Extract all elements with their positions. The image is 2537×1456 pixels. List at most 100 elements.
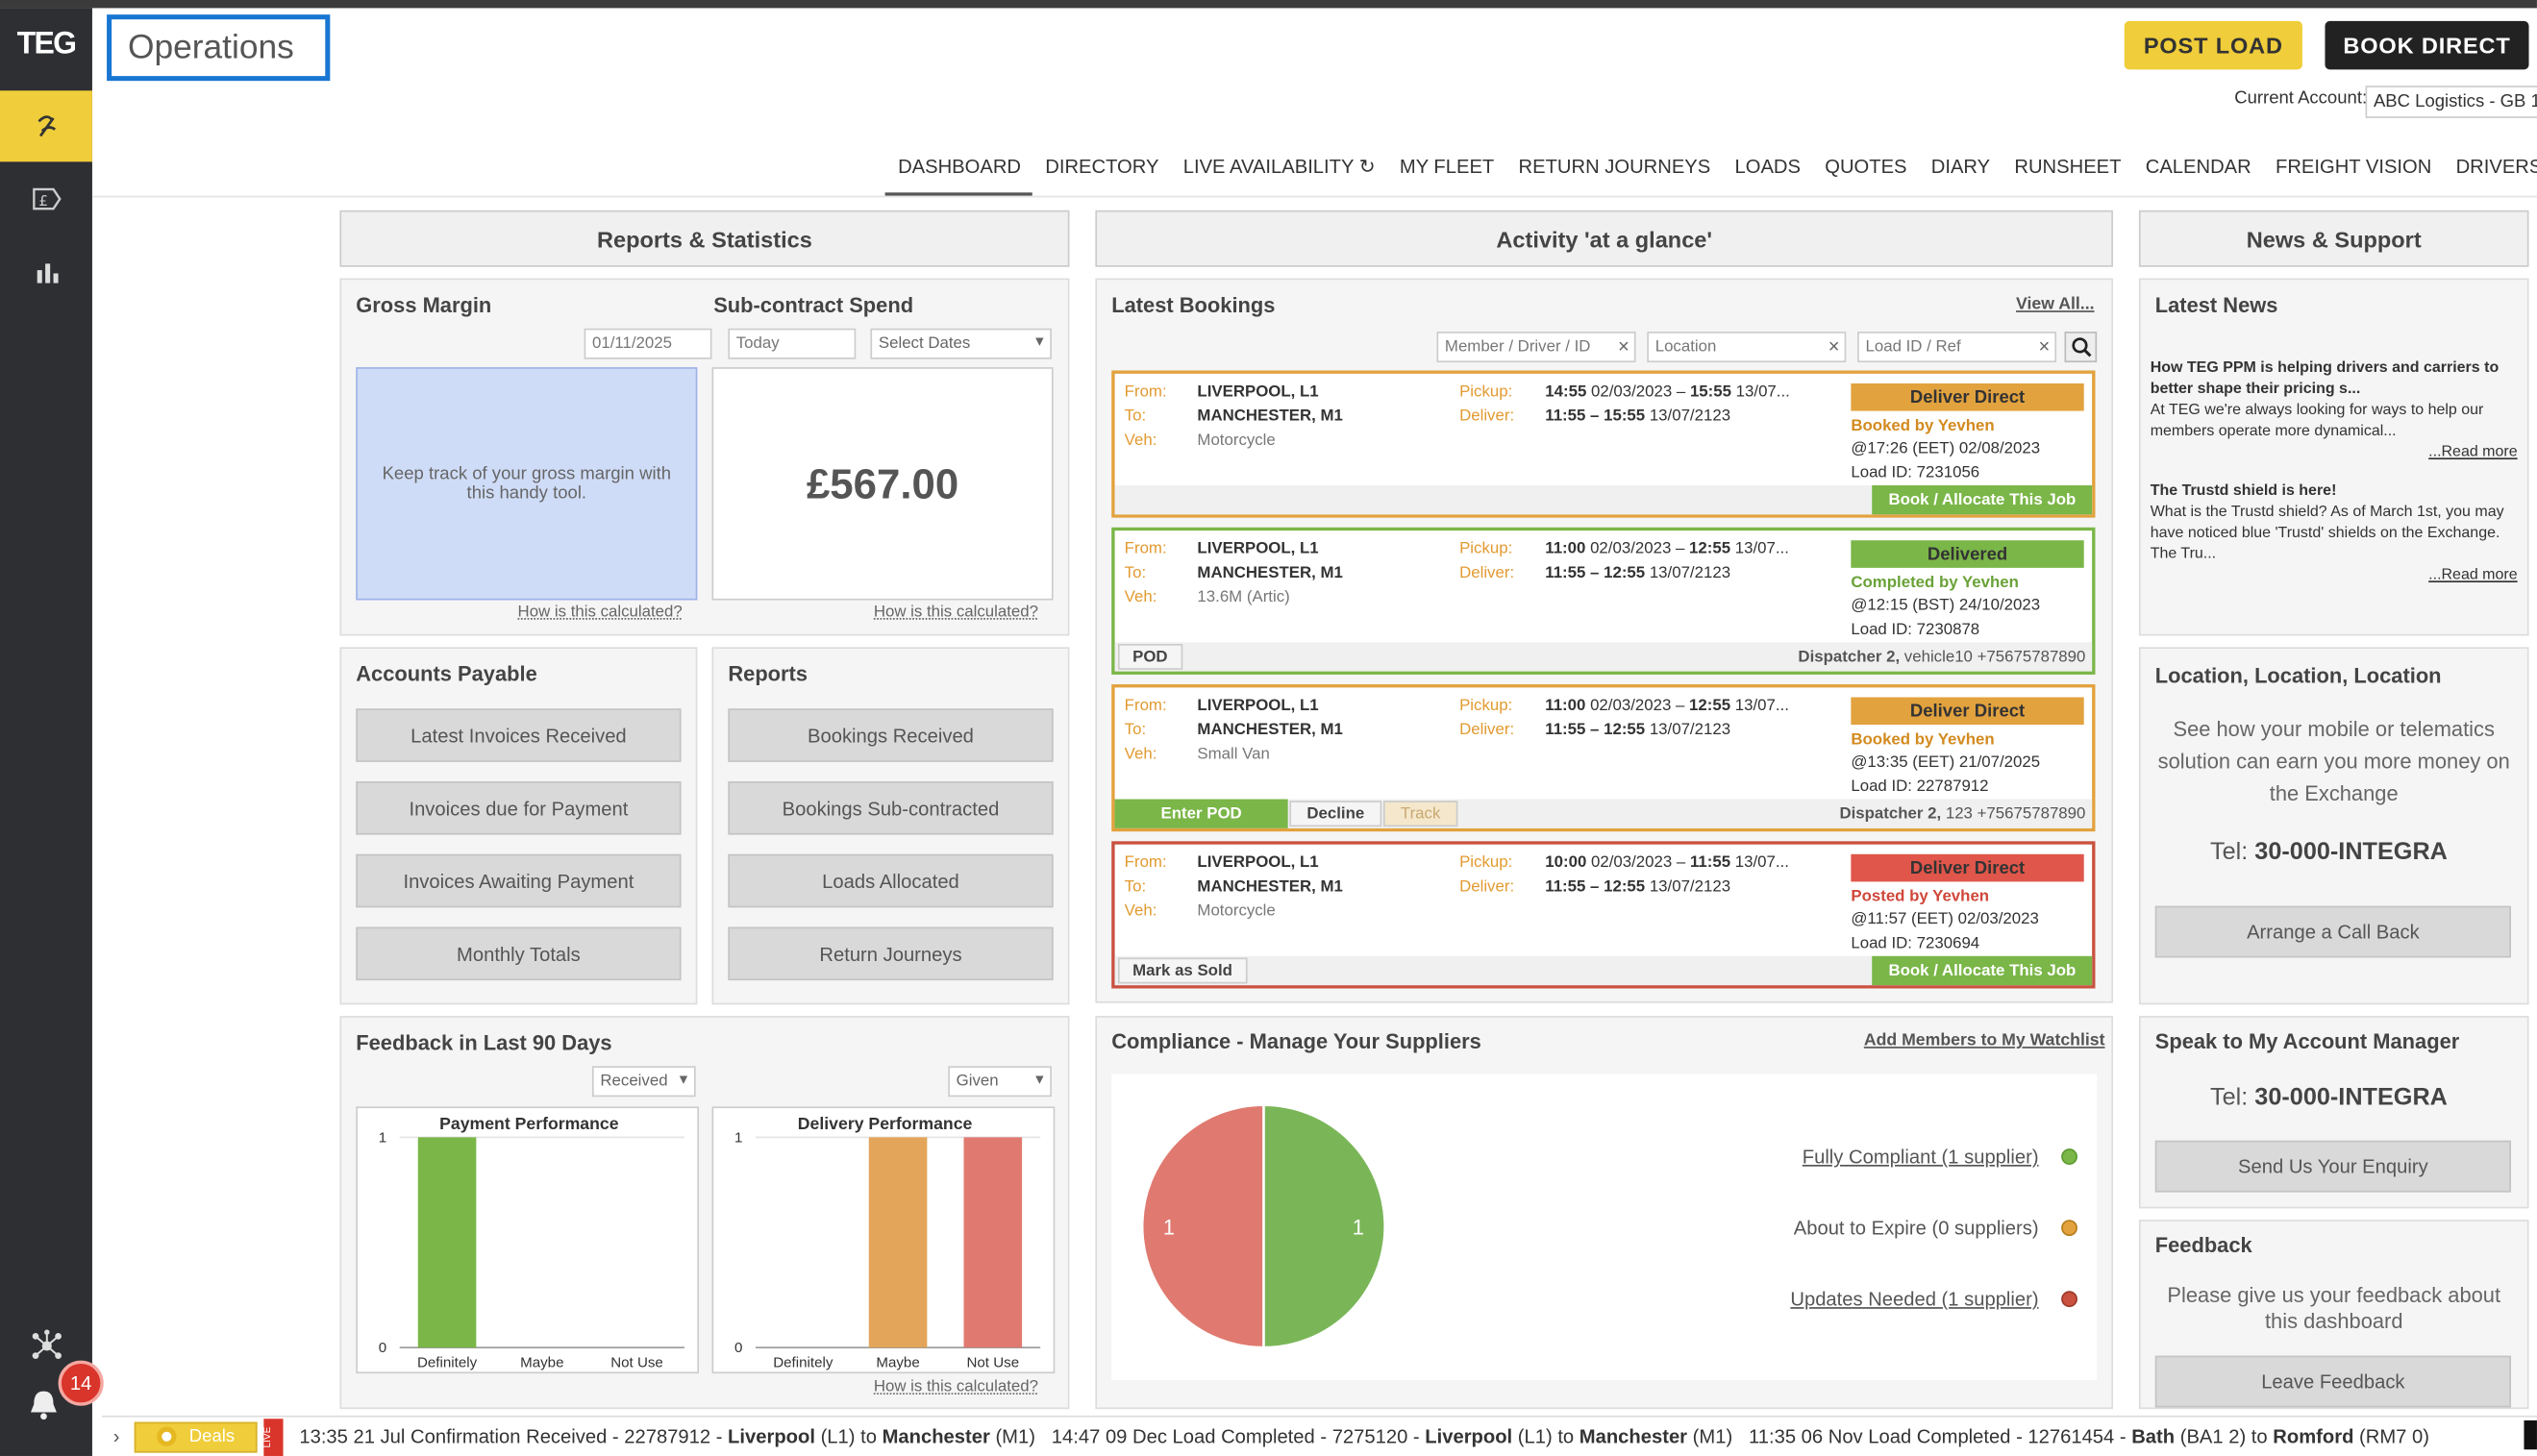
tab-return-journeys[interactable]: RETURN JOURNEYS [1518, 155, 1711, 179]
booking-time: @11:57 (EET) 02/03/2023 [1851, 910, 2039, 929]
tab-calendar[interactable]: CALENDAR [2145, 155, 2251, 179]
deliver-date: 13/07/2123 [1649, 407, 1731, 426]
tab-freight-vision[interactable]: FREIGHT VISION [2275, 155, 2432, 179]
notification-badge[interactable]: 14 [58, 1360, 104, 1406]
feedback-calc-link[interactable]: How is this calculated? [873, 1378, 1039, 1396]
load-id-filter-input[interactable]: Load ID / Ref × [1857, 332, 2057, 363]
booking-card[interactable]: From: To: Veh: LIVERPOOL, L1 MANCHESTER,… [1111, 370, 2096, 518]
to-value: MANCHESTER, M1 [1197, 564, 1343, 582]
clear-icon[interactable]: × [2038, 334, 2051, 358]
bookings-subcontracted-button[interactable]: Bookings Sub-contracted [728, 781, 1054, 835]
loads-allocated-button[interactable]: Loads Allocated [728, 853, 1054, 908]
tab-live-availability[interactable]: LIVE AVAILABILITY ↻ [1182, 155, 1376, 179]
tab-my-fleet[interactable]: MY FLEET [1399, 155, 1495, 179]
news-headline[interactable]: The Trustd shield is here! [2150, 481, 2337, 501]
latest-invoices-button[interactable]: Latest Invoices Received [356, 708, 682, 762]
clear-icon[interactable]: × [1617, 334, 1629, 358]
pickup-start: 10:00 [1545, 853, 1587, 873]
booking-card[interactable]: From: To: Veh: LIVERPOOL, L1 MANCHESTER,… [1111, 841, 2096, 989]
read-more-link[interactable]: ...Read more [2428, 566, 2518, 584]
received-dropdown[interactable]: Received ▾ [591, 1066, 696, 1098]
tel-number[interactable]: 30-000-INTEGRA [2254, 837, 2448, 866]
tel-number[interactable]: 30-000-INTEGRA [2254, 1083, 2448, 1112]
latest-news-title: Latest News [2154, 292, 2278, 317]
location-filter-placeholder: Location [1654, 337, 1717, 357]
teg-logo[interactable]: TEG [16, 26, 77, 62]
track-button[interactable]: Track [1382, 801, 1458, 827]
mark-as-sold-button[interactable]: Mark as Sold [1117, 957, 1248, 984]
given-dropdown[interactable]: Given ▾ [948, 1066, 1052, 1098]
invoices-awaiting-button[interactable]: Invoices Awaiting Payment [356, 853, 682, 908]
invoices-due-button[interactable]: Invoices due for Payment [356, 781, 682, 835]
current-account-select[interactable]: ABC Logistics - GB 17 [2365, 86, 2537, 118]
about-to-expire-label[interactable]: About to Expire (0 suppliers) [1793, 1216, 2039, 1240]
read-more-link[interactable]: ...Read more [2428, 443, 2518, 461]
add-watchlist-link[interactable]: Add Members to My Watchlist [1863, 1030, 2105, 1050]
fully-compliant-link[interactable]: Fully Compliant (1 supplier) [1802, 1145, 2039, 1169]
deliver-label: Deliver: [1459, 407, 1515, 426]
gross-margin-date-input[interactable]: 01/11/2025 [584, 328, 712, 359]
leave-feedback-button[interactable]: Leave Feedback [2154, 1355, 2512, 1408]
pod-button[interactable]: POD [1117, 643, 1182, 670]
finance-tag-icon[interactable]: £ [0, 163, 92, 234]
tab-runsheet[interactable]: RUNSHEET [2014, 155, 2122, 179]
ticker-entry[interactable]: 13:35 21 Jul Confirmation Received - 227… [299, 1424, 1035, 1448]
subcontract-calc-link[interactable]: How is this calculated? [873, 603, 1039, 622]
bookings-received-button[interactable]: Bookings Received [728, 708, 1054, 762]
member-filter-input[interactable]: Member / Driver / ID × [1436, 332, 1636, 363]
booking-card[interactable]: From: To: Veh: LIVERPOOL, L1 MANCHESTER,… [1111, 527, 2096, 675]
bar-not-use [963, 1137, 1023, 1348]
arrange-callback-button[interactable]: Arrange a Call Back [2154, 905, 2512, 958]
feedback-title: Feedback [2154, 1232, 2252, 1257]
search-icon[interactable] [2064, 332, 2098, 363]
deliver-window: 11:55 – 12:55 [1545, 564, 1646, 582]
location-filter-input[interactable]: Location × [1647, 332, 1847, 363]
enter-pod-button[interactable]: Enter POD [1114, 799, 1288, 828]
pickup-end: 12:55 [1689, 540, 1731, 558]
tab-dashboard[interactable]: DASHBOARD [884, 142, 1032, 196]
tab-loads[interactable]: LOADS [1734, 155, 1801, 179]
pie-slice-label: 1 [1353, 1215, 1364, 1239]
page-title: Operations [107, 14, 331, 82]
view-all-link[interactable]: View All... [2016, 294, 2095, 314]
subcontract-spend-title: Sub-contract Spend [713, 292, 914, 317]
bell-icon[interactable] [26, 1387, 62, 1430]
load-id: Load ID: 22787912 [1851, 777, 1989, 797]
status-badge: Deliver Direct [1851, 697, 2084, 726]
chevron-right-icon[interactable]: › [112, 1424, 120, 1448]
tab-diary[interactable]: DIARY [1930, 155, 1991, 179]
gross-margin-calc-link[interactable]: How is this calculated? [517, 603, 683, 622]
tab-drivers-vehicles[interactable]: DRIVERS & VEH [2455, 155, 2537, 179]
return-journeys-button[interactable]: Return Journeys [728, 926, 1054, 981]
ticker-entry[interactable]: 14:47 09 Dec Load Completed - 7275120 - … [1051, 1424, 1733, 1448]
ticker-entry[interactable]: 11:35 06 Nov Load Completed - 12761454 -… [1749, 1424, 2429, 1448]
tab-directory[interactable]: DIRECTORY [1045, 155, 1159, 179]
book-allocate-button[interactable]: Book / Allocate This Job [1872, 484, 2093, 515]
deals-button[interactable]: Deals [134, 1420, 258, 1452]
payment-performance-chart: Payment Performance 0 1 Definitely Maybe Not … [356, 1106, 700, 1374]
network-icon[interactable] [0, 1310, 92, 1381]
news-headline[interactable]: How TEG PPM is helping drivers and carri… [2150, 358, 2500, 399]
book-direct-button[interactable]: BOOK DIRECT [2325, 20, 2529, 70]
tab-quotes[interactable]: QUOTES [1825, 155, 1907, 179]
reports-chart-icon[interactable] [0, 236, 92, 308]
booking-card[interactable]: From: To: Veh: LIVERPOOL, L1 MANCHESTER,… [1111, 684, 2096, 832]
updates-needed-link[interactable]: Updates Needed (1 supplier) [1790, 1287, 2039, 1311]
deliver-time: 11:55 – 12:55 13/07/2123 [1545, 722, 1730, 740]
clear-icon[interactable]: × [1828, 334, 1840, 358]
send-enquiry-button[interactable]: Send Us Your Enquiry [2154, 1140, 2512, 1193]
post-load-button[interactable]: POST LOAD [2124, 20, 2302, 70]
monthly-totals-button[interactable]: Monthly Totals [356, 926, 682, 981]
dispatcher-name: Dispatcher 2, [1798, 649, 1901, 667]
pickup-end-date: 13/07... [1734, 853, 1789, 873]
operations-nav-icon[interactable] [0, 90, 92, 162]
book-allocate-button[interactable]: Book / Allocate This Job [1872, 955, 2093, 986]
booked-by: Booked by Yevhen [1851, 730, 1995, 750]
decline-button[interactable]: Decline [1289, 801, 1382, 827]
chart-title: Payment Performance [439, 1114, 619, 1133]
pickup-start: 11:00 [1545, 540, 1586, 558]
select-dates-dropdown[interactable]: Select Dates ▾ [870, 328, 1052, 359]
ticker-pause-icon[interactable] [2524, 1419, 2537, 1450]
subcontract-period-input[interactable]: Today [728, 328, 857, 359]
gross-margin-box[interactable]: Keep track of your gross margin with thi… [356, 367, 698, 601]
